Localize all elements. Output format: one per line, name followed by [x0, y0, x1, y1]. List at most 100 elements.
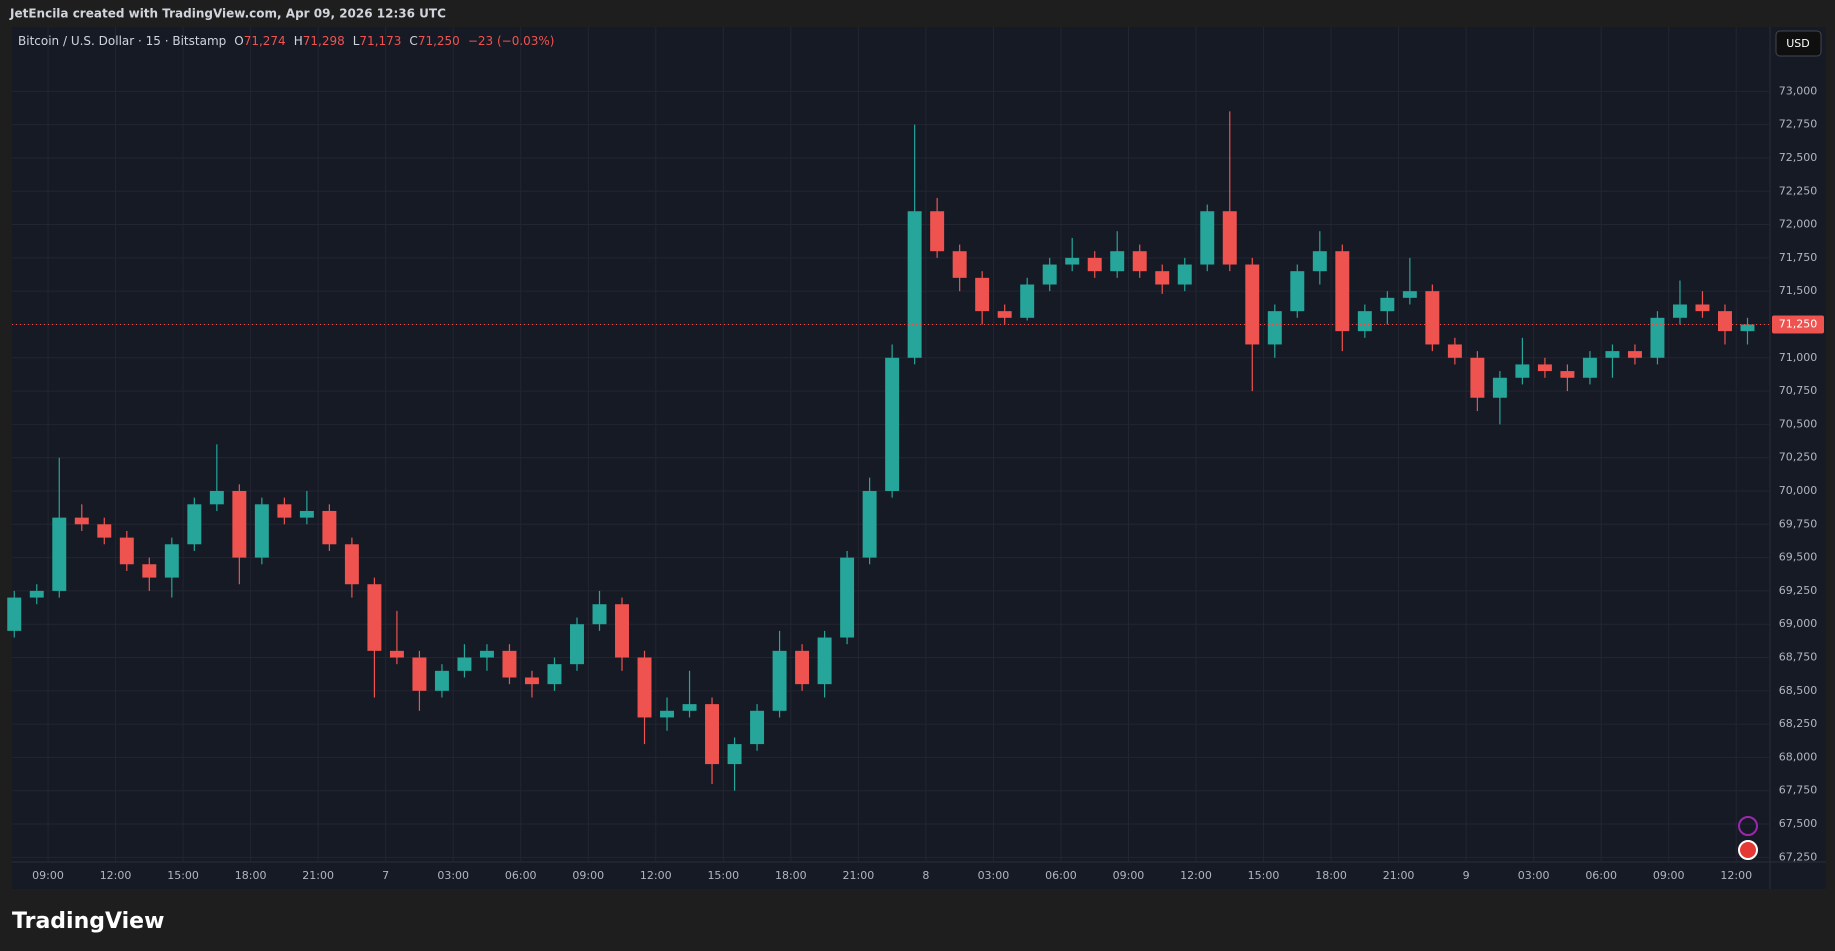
x-tick-label: 15:00 — [167, 869, 199, 882]
currency-label[interactable]: USD — [1786, 37, 1810, 50]
x-tick-label: 09:00 — [572, 869, 604, 882]
y-tick-label: 69,750 — [1779, 517, 1818, 530]
y-tick-label: 71,000 — [1779, 351, 1818, 364]
candle-body — [1672, 304, 1687, 318]
y-tick-label: 69,500 — [1779, 551, 1818, 564]
y-tick-label: 67,750 — [1779, 784, 1818, 797]
candle-body — [97, 524, 112, 538]
candle-body — [1537, 364, 1552, 372]
x-tick-label: 06:00 — [505, 869, 537, 882]
ohlc-value: 71,173 — [359, 34, 401, 48]
candle-body — [74, 517, 89, 525]
candle-body — [1447, 344, 1462, 358]
candle-body — [1042, 264, 1057, 285]
candle-body — [750, 710, 765, 745]
candle-body — [1245, 264, 1260, 345]
candle-body — [322, 510, 337, 545]
candle-body — [1267, 311, 1282, 345]
last-price-label: 71,250 — [1779, 317, 1818, 330]
icon[interactable] — [1738, 840, 1758, 860]
ohlc-value: 71,250 — [418, 34, 460, 48]
candle-body — [862, 490, 877, 558]
symbol-title: Bitcoin / U.S. Dollar · 15 · Bitstamp — [18, 34, 226, 48]
x-tick-label: 12:00 — [100, 869, 132, 882]
candle-body — [1357, 311, 1372, 332]
y-tick-label: 68,750 — [1779, 651, 1818, 664]
candle-body — [1425, 291, 1440, 345]
x-tick-label: 12:00 — [640, 869, 672, 882]
candle-body — [367, 584, 382, 651]
candle-body — [164, 544, 179, 578]
y-tick-label: 70,500 — [1779, 417, 1818, 430]
x-tick-label: 21:00 — [843, 869, 875, 882]
y-tick-label: 72,500 — [1779, 151, 1818, 164]
x-tick-label: 12:00 — [1720, 869, 1752, 882]
candle-body — [1627, 351, 1642, 358]
candle-body — [1087, 257, 1102, 272]
candle-body — [344, 544, 359, 585]
candle-body — [1020, 284, 1035, 318]
icon[interactable] — [1738, 816, 1758, 836]
candle-body — [1222, 211, 1237, 265]
candle-body — [615, 604, 629, 658]
candle-body — [840, 557, 855, 638]
x-tick-label: 9 — [1463, 869, 1470, 882]
candle-body — [29, 590, 44, 598]
candle-body — [1650, 317, 1665, 358]
y-tick-label: 71,750 — [1779, 251, 1818, 264]
ohlc-value: 71,274 — [244, 34, 286, 48]
candle-body — [1380, 297, 1395, 312]
candle-body — [209, 490, 224, 505]
candle-body — [434, 670, 449, 691]
ohlc-value: 71,298 — [303, 34, 345, 48]
candle-body — [1492, 377, 1507, 398]
candle-body — [705, 704, 720, 765]
price-axis — [1770, 27, 1826, 889]
candle-body — [389, 650, 404, 658]
x-tick-label: 09:00 — [32, 869, 64, 882]
x-tick-label: 18:00 — [235, 869, 267, 882]
x-tick-label: 09:00 — [1653, 869, 1685, 882]
x-tick-label: 18:00 — [1315, 869, 1347, 882]
x-tick-label: 03:00 — [978, 869, 1010, 882]
x-tick-label: 8 — [922, 869, 929, 882]
change: −23 (−0.03%) — [468, 34, 555, 48]
candle-body — [885, 357, 900, 491]
x-tick-label: 03:00 — [437, 869, 469, 882]
candle-body — [997, 311, 1012, 318]
y-tick-label: 70,000 — [1779, 484, 1818, 497]
y-tick-label: 67,250 — [1779, 850, 1818, 863]
candle-body — [1177, 264, 1192, 285]
y-tick-label: 67,500 — [1779, 817, 1818, 830]
candle-body — [1200, 211, 1215, 265]
x-tick-label: 15:00 — [1248, 869, 1280, 882]
ohlc-key: L — [353, 34, 360, 48]
x-tick-label: 15:00 — [707, 869, 739, 882]
candles — [7, 111, 1770, 791]
legend: Bitcoin / U.S. Dollar · 15 · Bitstamp O71… — [18, 34, 555, 48]
candle-body — [524, 677, 539, 685]
ohlc-key: C — [409, 34, 417, 48]
candle-body — [592, 604, 607, 625]
candle-body — [142, 564, 157, 578]
candle-body — [52, 517, 67, 591]
y-tick-label: 72,750 — [1779, 118, 1818, 131]
candle-body — [795, 650, 810, 685]
x-tick-label: 7 — [382, 869, 389, 882]
candle-body — [907, 211, 922, 358]
y-tick-label: 68,000 — [1779, 750, 1818, 763]
candle-body — [1582, 357, 1597, 378]
y-tick-label: 72,000 — [1779, 218, 1818, 231]
candle-body — [277, 504, 292, 518]
candle-body — [1065, 257, 1080, 265]
y-tick-label: 70,250 — [1779, 451, 1818, 464]
last-price-box — [1772, 315, 1824, 334]
x-tick-label: 03:00 — [1518, 869, 1550, 882]
credit: JetEncila created with TradingView.com, … — [9, 7, 446, 21]
currency-button[interactable] — [1775, 30, 1822, 57]
y-tick-label: 70,750 — [1779, 384, 1818, 397]
candle-body — [1560, 371, 1575, 378]
x-tick-label: 06:00 — [1585, 869, 1617, 882]
candle-body — [1740, 324, 1755, 332]
